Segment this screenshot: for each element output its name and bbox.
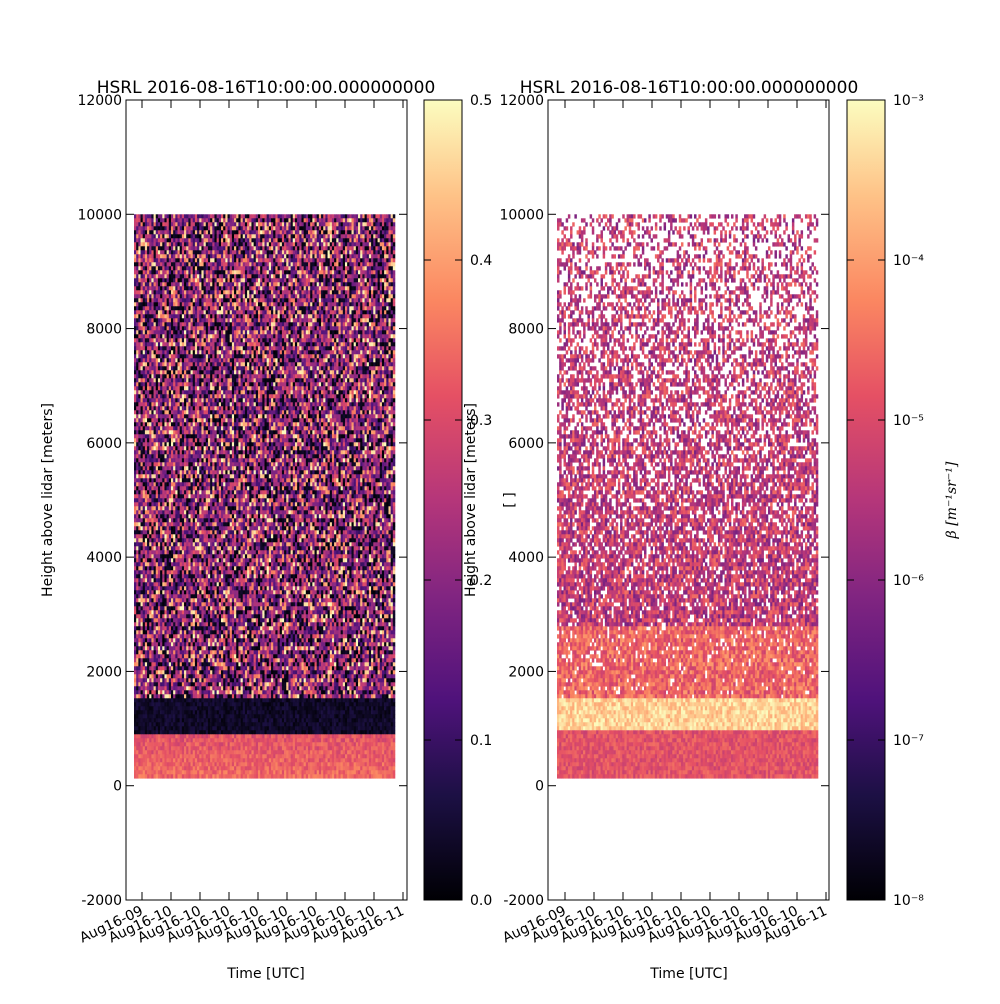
right-title: HSRL 2016-08-16T10:00:00.000000000	[520, 78, 859, 98]
y-tick-label: 2000	[86, 664, 122, 680]
colorbar-tick-label: 10⁻⁷	[893, 733, 924, 749]
left-title: HSRL 2016-08-16T10:00:00.000000000	[97, 78, 436, 98]
y-tick-label: 2000	[508, 664, 544, 680]
y-tick-label: 6000	[508, 436, 544, 452]
colorbar-tick-label: 10⁻⁸	[893, 893, 924, 909]
right-y-label: Height above lidar [meters]	[463, 403, 479, 597]
right-x-label: Time [UTC]	[649, 966, 727, 982]
right-colorbar	[847, 100, 885, 900]
right-heatmap	[557, 214, 818, 778]
colorbar-tick-label: 0.4	[470, 253, 492, 269]
y-tick-label: 0	[535, 779, 544, 795]
colorbar-tick-label: 10⁻³	[893, 93, 924, 109]
left-heatmap	[134, 214, 395, 778]
y-tick-label: 6000	[86, 436, 122, 452]
y-tick-label: 4000	[508, 550, 544, 566]
left-colorbar	[424, 100, 462, 900]
y-tick-label: -2000	[81, 893, 122, 909]
y-tick-label: 12000	[77, 93, 122, 109]
y-tick-label: 8000	[508, 322, 544, 338]
y-tick-label: 4000	[86, 550, 122, 566]
colorbar-tick-label: 0.5	[470, 93, 492, 109]
colorbar-tick-label: 10⁻⁵	[893, 413, 924, 429]
y-tick-label: 0	[113, 779, 122, 795]
right-panel: HSRL 2016-08-16T10:00:00.000000000 12000…	[463, 78, 960, 982]
y-tick-label: 12000	[499, 93, 544, 109]
y-tick-label: 10000	[499, 207, 544, 223]
colorbar-tick-label: 0.1	[470, 733, 492, 749]
y-tick-label: 10000	[77, 207, 122, 223]
y-tick-label: -2000	[503, 893, 544, 909]
y-tick-label: 8000	[86, 322, 122, 338]
left-x-label: Time [UTC]	[226, 966, 304, 982]
colorbar-tick-label: 10⁻⁴	[893, 253, 924, 269]
right-colorbar-label: β [m⁻¹sr⁻¹]	[944, 461, 960, 539]
right-unit-label: [ ]	[502, 492, 518, 507]
left-panel: HSRL 2016-08-16T10:00:00.000000000 12000…	[40, 78, 492, 982]
colorbar-tick-label: 0.0	[470, 893, 492, 909]
colorbar-tick-label: 10⁻⁶	[893, 573, 924, 589]
left-y-label: Height above lidar [meters]	[40, 403, 56, 597]
